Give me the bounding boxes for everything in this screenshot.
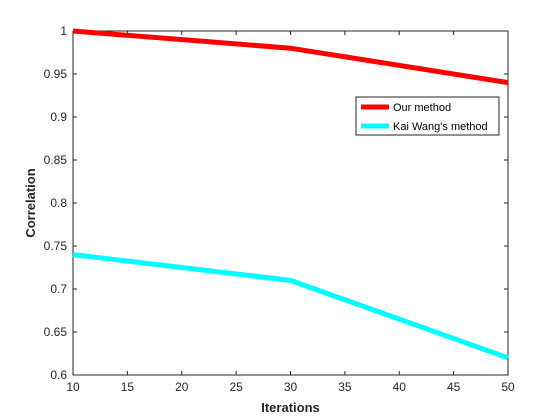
- x-tick-label: 35: [338, 380, 352, 394]
- y-tick-label: 0.65: [44, 325, 68, 339]
- y-tick-label: 0.95: [44, 67, 68, 81]
- y-tick-label: 0.75: [44, 239, 68, 253]
- legend: Our method Kai Wang's method: [355, 96, 500, 136]
- y-axis-ticks: 0.6 0.65 0.7 0.75 0.8 0.85 0.9 0.95 1: [44, 24, 508, 382]
- legend-box: [355, 96, 500, 136]
- y-tick-label: 0.6: [50, 368, 67, 382]
- x-tick-label: 20: [175, 380, 189, 394]
- legend-label-our-method: Our method: [393, 102, 451, 114]
- y-axis-title: Correlation: [23, 168, 38, 237]
- x-tick-label: 50: [501, 380, 515, 394]
- x-tick-label: 45: [447, 380, 461, 394]
- x-tick-label: 40: [393, 380, 407, 394]
- x-tick-label: 30: [284, 380, 298, 394]
- y-tick-label: 1: [60, 24, 67, 38]
- x-tick-label: 15: [121, 380, 135, 394]
- x-tick-label: 25: [229, 380, 243, 394]
- legend-label-kai-wang-method: Kai Wang's method: [393, 121, 488, 133]
- x-axis-ticks: 10 15 20 25 30 35 40 45 50: [66, 31, 515, 394]
- series-line-kai-wang-s-method: [72, 252, 509, 361]
- y-tick-label: 0.8: [50, 196, 67, 210]
- plot-area: [72, 30, 509, 376]
- y-tick-label: 0.85: [44, 153, 68, 167]
- x-tick-label: 10: [66, 380, 80, 394]
- y-tick-label: 0.7: [50, 282, 67, 296]
- series-line-our-method: [72, 28, 509, 86]
- x-axis-title: Iterations: [261, 400, 320, 415]
- y-tick-label: 0.9: [50, 110, 67, 124]
- series-lines: [72, 28, 509, 361]
